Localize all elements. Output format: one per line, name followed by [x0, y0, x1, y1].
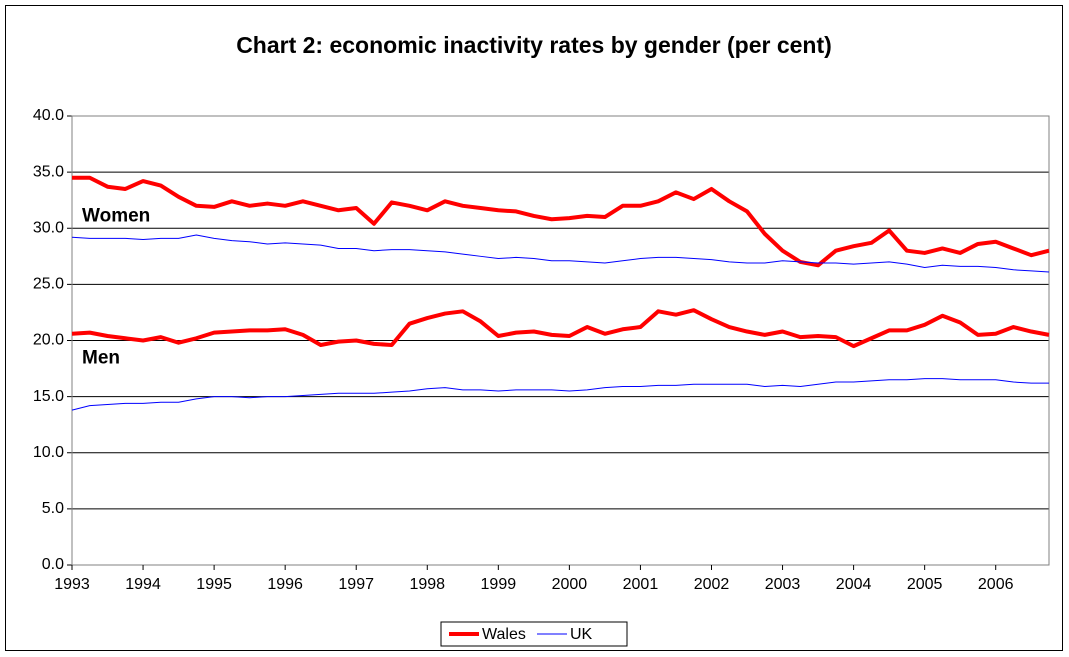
x-tick-label: 2000 [552, 576, 588, 593]
annotation: Women [82, 206, 150, 227]
y-tick-label: 35.0 [33, 163, 64, 180]
y-tick-label: 30.0 [33, 219, 64, 236]
y-tick-label: 0.0 [42, 556, 64, 573]
x-tick-label: 1996 [267, 576, 303, 593]
plot-area [71, 115, 1050, 566]
legend-label: Wales [482, 626, 526, 643]
x-tick-label: 1998 [409, 576, 445, 593]
chart-title: Chart 2: economic inactivity rates by ge… [236, 32, 832, 58]
x-tick-label: 2001 [623, 576, 659, 593]
x-tick-label: 1999 [481, 576, 517, 593]
x-tick-label: 1993 [54, 576, 90, 593]
x-tick-label: 1997 [338, 576, 374, 593]
series-line [71, 378, 1049, 411]
x-tick-label: 2002 [694, 576, 730, 593]
y-tick-label: 10.0 [33, 444, 64, 461]
series-line [72, 175, 1050, 268]
x-tick-label: 2006 [978, 576, 1014, 593]
x-tick-label: 2004 [836, 576, 872, 593]
y-tick-label: 25.0 [33, 276, 64, 293]
series-line [71, 234, 1050, 273]
legend-label: UK [570, 626, 593, 643]
y-tick-label: 20.0 [33, 332, 64, 349]
y-tick-label: 15.0 [33, 388, 64, 405]
y-tick-label: 5.0 [42, 500, 64, 517]
x-tick-label: 1994 [125, 576, 161, 593]
chart-frame [5, 5, 1063, 651]
annotation: Men [82, 348, 120, 369]
x-tick-label: 2005 [907, 576, 943, 593]
x-tick-label: 2003 [765, 576, 801, 593]
x-tick-label: 1995 [196, 576, 232, 593]
series-line [71, 308, 1050, 349]
y-tick-label: 40.0 [33, 107, 64, 124]
